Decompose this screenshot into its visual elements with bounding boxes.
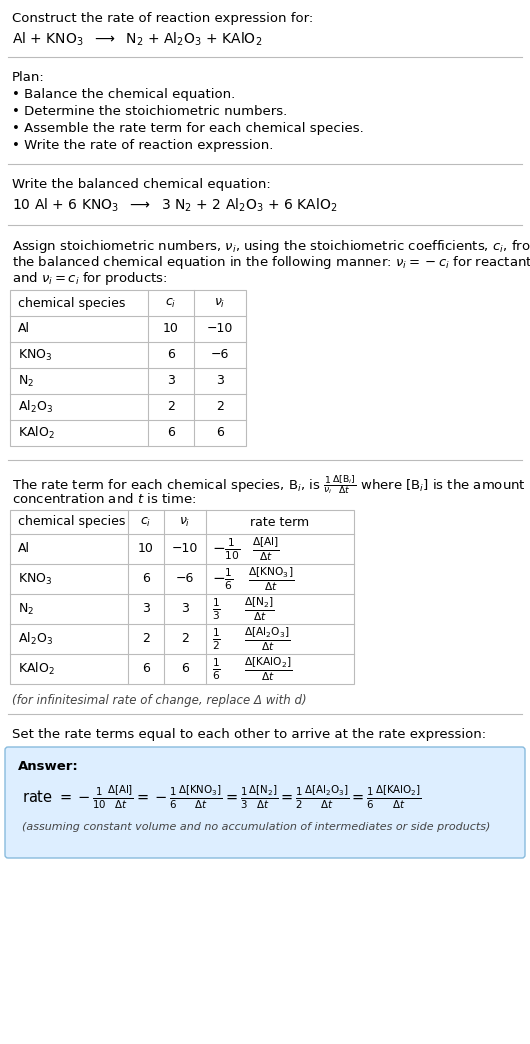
Text: $\frac{\Delta[\mathrm{KAlO_2}]}{\Delta t}$: $\frac{\Delta[\mathrm{KAlO_2}]}{\Delta t… (244, 656, 293, 683)
Text: 2: 2 (181, 633, 189, 645)
Text: Answer:: Answer: (18, 760, 79, 773)
Text: 10: 10 (138, 543, 154, 555)
Text: rate $= -\frac{1}{10}\frac{\Delta[\mathrm{Al}]}{\Delta t} = -\frac{1}{6}\frac{\D: rate $= -\frac{1}{10}\frac{\Delta[\mathr… (22, 784, 422, 811)
Text: chemical species: chemical species (18, 296, 126, 309)
Text: $\frac{\Delta[\mathrm{N_2}]}{\Delta t}$: $\frac{\Delta[\mathrm{N_2}]}{\Delta t}$ (244, 595, 275, 623)
Text: $c_i$: $c_i$ (165, 296, 176, 310)
Text: $c_i$: $c_i$ (140, 516, 152, 528)
Bar (10, 290, 246, 446)
Text: $\frac{1}{3}$: $\frac{1}{3}$ (212, 596, 221, 622)
Text: • Write the rate of reaction expression.: • Write the rate of reaction expression. (12, 139, 273, 152)
Text: The rate term for each chemical species, B$_i$, is $\frac{1}{\nu_i}\frac{\Delta[: The rate term for each chemical species,… (12, 473, 526, 496)
Text: 10: 10 (163, 323, 179, 335)
Text: Al$_2$O$_3$: Al$_2$O$_3$ (18, 631, 53, 647)
Text: N$_2$: N$_2$ (18, 374, 34, 388)
Text: 6: 6 (216, 427, 224, 440)
Text: 6: 6 (142, 663, 150, 675)
Text: 2: 2 (167, 401, 175, 413)
Bar (10, 511, 354, 684)
Text: 2: 2 (216, 401, 224, 413)
Text: KNO$_3$: KNO$_3$ (18, 571, 52, 587)
Text: rate term: rate term (251, 516, 310, 528)
Text: concentration and $t$ is time:: concentration and $t$ is time: (12, 492, 196, 506)
Text: $\frac{1}{2}$: $\frac{1}{2}$ (212, 626, 221, 651)
Text: $\nu_i$: $\nu_i$ (214, 296, 226, 310)
Text: $\frac{1}{6}$: $\frac{1}{6}$ (212, 657, 221, 682)
Text: 10 Al + 6 KNO$_3$  $\longrightarrow$  3 N$_2$ + 2 Al$_2$O$_3$ + 6 KAlO$_2$: 10 Al + 6 KNO$_3$ $\longrightarrow$ 3 N$… (12, 197, 337, 214)
Text: Al + KNO$_3$  $\longrightarrow$  N$_2$ + Al$_2$O$_3$ + KAlO$_2$: Al + KNO$_3$ $\longrightarrow$ N$_2$ + A… (12, 31, 262, 48)
Text: KAlO$_2$: KAlO$_2$ (18, 425, 55, 441)
Text: (assuming constant volume and no accumulation of intermediates or side products): (assuming constant volume and no accumul… (22, 822, 490, 832)
Text: the balanced chemical equation in the following manner: $\nu_i = -c_i$ for react: the balanced chemical equation in the fo… (12, 254, 530, 271)
Text: 3: 3 (167, 375, 175, 387)
Bar (10, 290, 246, 446)
Text: KAlO$_2$: KAlO$_2$ (18, 661, 55, 678)
Text: −6: −6 (211, 349, 229, 361)
Text: 3: 3 (216, 375, 224, 387)
Text: 2: 2 (142, 633, 150, 645)
Text: 6: 6 (167, 427, 175, 440)
Text: Set the rate terms equal to each other to arrive at the rate expression:: Set the rate terms equal to each other t… (12, 728, 486, 741)
Text: Write the balanced chemical equation:: Write the balanced chemical equation: (12, 177, 271, 191)
Text: 3: 3 (181, 602, 189, 616)
Text: Al: Al (18, 543, 30, 555)
Text: Plan:: Plan: (12, 71, 45, 84)
Bar (10, 511, 354, 684)
Text: KNO$_3$: KNO$_3$ (18, 348, 52, 362)
Text: $\frac{\Delta[\mathrm{KNO_3}]}{\Delta t}$: $\frac{\Delta[\mathrm{KNO_3}]}{\Delta t}… (248, 565, 294, 593)
Text: Assign stoichiometric numbers, $\nu_i$, using the stoichiometric coefficients, $: Assign stoichiometric numbers, $\nu_i$, … (12, 238, 530, 255)
Text: $-\frac{1}{6}$: $-\frac{1}{6}$ (212, 566, 234, 592)
Text: −6: −6 (176, 572, 194, 586)
Text: Al$_2$O$_3$: Al$_2$O$_3$ (18, 399, 53, 416)
Text: 6: 6 (181, 663, 189, 675)
Text: N$_2$: N$_2$ (18, 601, 34, 617)
Text: Al: Al (18, 323, 30, 335)
Text: $\frac{\Delta[\mathrm{Al_2O_3}]}{\Delta t}$: $\frac{\Delta[\mathrm{Al_2O_3}]}{\Delta … (244, 625, 290, 652)
Text: $-\frac{1}{10}$: $-\frac{1}{10}$ (212, 537, 241, 562)
Text: 6: 6 (142, 572, 150, 586)
Text: • Balance the chemical equation.: • Balance the chemical equation. (12, 88, 235, 101)
Text: • Assemble the rate term for each chemical species.: • Assemble the rate term for each chemic… (12, 122, 364, 135)
Text: and $\nu_i = c_i$ for products:: and $\nu_i = c_i$ for products: (12, 270, 167, 287)
Text: 6: 6 (167, 349, 175, 361)
FancyBboxPatch shape (5, 748, 525, 858)
Text: $\nu_i$: $\nu_i$ (179, 516, 191, 528)
Text: (for infinitesimal rate of change, replace Δ with d): (for infinitesimal rate of change, repla… (12, 694, 307, 707)
Text: −10: −10 (207, 323, 233, 335)
Text: −10: −10 (172, 543, 198, 555)
Text: 3: 3 (142, 602, 150, 616)
Text: • Determine the stoichiometric numbers.: • Determine the stoichiometric numbers. (12, 105, 287, 118)
Text: $\frac{\Delta[\mathrm{Al}]}{\Delta t}$: $\frac{\Delta[\mathrm{Al}]}{\Delta t}$ (252, 536, 280, 563)
Text: chemical species: chemical species (18, 516, 126, 528)
Text: Construct the rate of reaction expression for:: Construct the rate of reaction expressio… (12, 11, 313, 25)
